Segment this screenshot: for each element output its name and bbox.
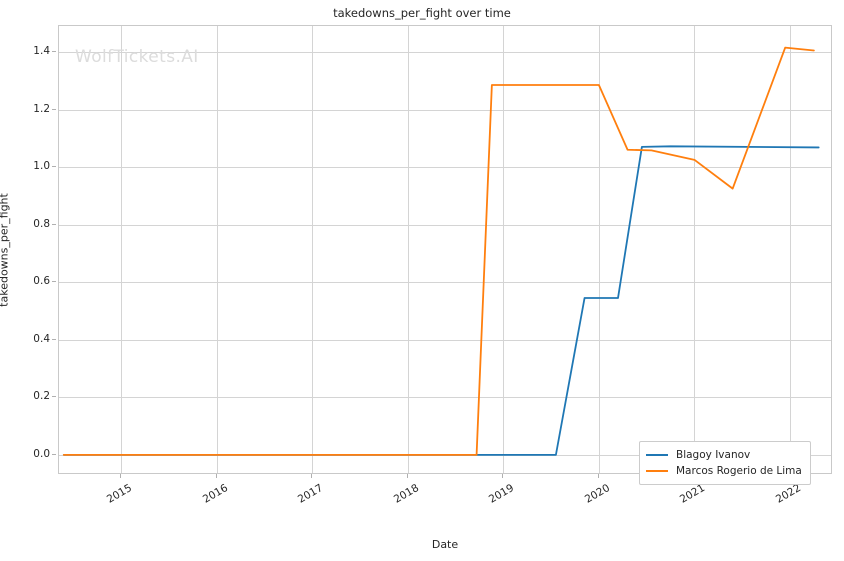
- gridline-horizontal: [59, 397, 831, 399]
- y-tick-mark: [52, 166, 56, 167]
- x-tick-label: 2018: [391, 482, 421, 506]
- x-tick-label: 2019: [487, 482, 517, 506]
- y-tick-label: 1.2: [33, 102, 50, 115]
- y-tick-label: 0.4: [33, 332, 50, 345]
- y-axis-tick-marks: [0, 25, 58, 474]
- y-tick-mark: [52, 281, 56, 283]
- chart-title: takedowns_per_fight over time: [333, 6, 511, 20]
- legend-item-blagoy-ivanov[interactable]: Blagoy Ivanov: [646, 447, 802, 463]
- gridline-vertical: [407, 26, 409, 473]
- x-tick-label: 2022: [773, 482, 803, 506]
- gridline-horizontal: [59, 282, 831, 284]
- gridline-horizontal: [59, 109, 831, 111]
- y-tick-mark: [52, 50, 56, 52]
- y-tick-label: 1.0: [33, 160, 50, 172]
- x-tick-label: 2020: [582, 482, 612, 506]
- y-tick-mark: [52, 108, 56, 110]
- x-tick-mark: [215, 474, 217, 478]
- series-lines: [62, 46, 820, 456]
- gridline-horizontal: [59, 167, 831, 168]
- legend-swatch-orange: [646, 470, 668, 472]
- y-tick-mark: [52, 396, 56, 398]
- x-axis-label: Date: [431, 538, 459, 551]
- x-tick-label: 2016: [200, 482, 230, 506]
- legend-swatch-blue: [646, 454, 668, 456]
- y-axis-tick-labels: 0.0 0.2 0.4 0.6 0.8 1.0 1.2 1.4: [0, 25, 50, 474]
- gridline-vertical: [694, 26, 696, 473]
- y-tick-mark: [52, 338, 56, 340]
- gridline-vertical: [503, 26, 505, 473]
- series-line: [62, 46, 815, 456]
- x-tick-label: 2017: [296, 482, 326, 506]
- gridline-vertical: [121, 26, 123, 473]
- gridline-horizontal: [59, 51, 831, 53]
- y-tick-label: 1.4: [33, 44, 50, 57]
- plot-area: WolfTickets.AI: [58, 25, 832, 474]
- gridline-vertical: [216, 26, 218, 473]
- gridline-vertical: [790, 26, 791, 473]
- y-tick-mark: [52, 453, 56, 455]
- series-line: [62, 145, 820, 456]
- gridline-vertical: [598, 26, 600, 473]
- y-tick-mark: [52, 223, 56, 225]
- x-tick-mark: [502, 474, 504, 478]
- x-tick-mark: [406, 474, 408, 478]
- legend-label: Blagoy Ivanov: [676, 449, 751, 461]
- gridline-horizontal: [59, 339, 831, 341]
- x-tick-mark: [311, 474, 313, 478]
- legend-label: Marcos Rogerio de Lima: [676, 465, 802, 477]
- x-tick-label: 2015: [104, 482, 135, 506]
- x-tick-label: 2021: [678, 482, 708, 506]
- y-tick-label: 0.2: [33, 390, 50, 403]
- gridline-horizontal: [59, 224, 831, 226]
- y-tick-label: 0.6: [33, 275, 50, 288]
- x-tick-mark: [120, 474, 122, 478]
- y-tick-label: 0.8: [33, 217, 50, 230]
- legend: Blagoy Ivanov Marcos Rogerio de Lima: [639, 441, 811, 485]
- gridline-vertical: [312, 26, 314, 473]
- x-tick-mark: [597, 474, 599, 478]
- legend-item-marcos-rogerio-de-lima[interactable]: Marcos Rogerio de Lima: [646, 463, 802, 479]
- watermark: WolfTickets.AI: [75, 47, 199, 67]
- y-tick-label: 0.0: [33, 447, 50, 460]
